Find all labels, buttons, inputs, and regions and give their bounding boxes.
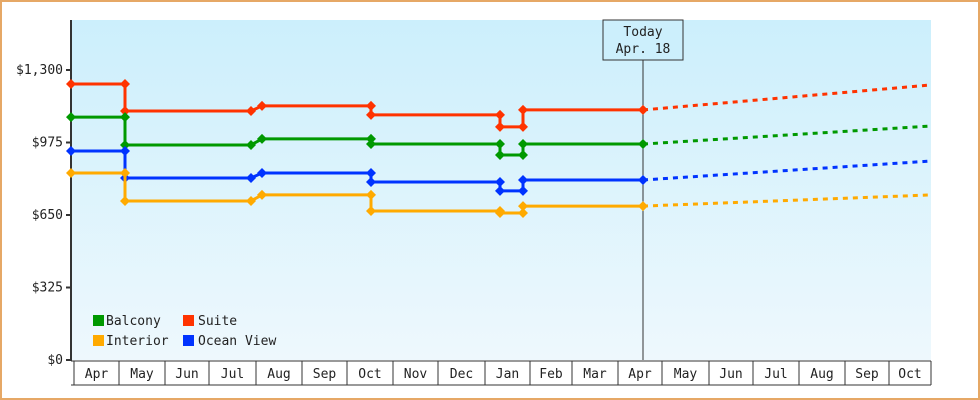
projection-line — [642, 83, 932, 112]
projection-line — [642, 124, 932, 146]
x-tick-label: Jun — [719, 367, 742, 382]
data-point-marker — [366, 109, 376, 120]
projection-line — [642, 193, 932, 208]
data-point-marker — [366, 100, 376, 111]
x-tick-label: Jan — [496, 367, 519, 382]
data-point-marker — [518, 174, 528, 185]
data-point-marker — [120, 79, 130, 90]
data-point-marker — [366, 133, 376, 144]
x-tick-label: Sep — [855, 367, 879, 382]
data-point-marker — [120, 106, 130, 117]
legend-swatch-suite — [183, 315, 194, 326]
x-tick-label: Aug — [267, 367, 290, 382]
data-point-marker — [518, 121, 528, 132]
data-point-marker — [366, 205, 376, 216]
x-tick-label: Nov — [404, 367, 428, 382]
data-point-marker — [366, 189, 376, 200]
legend-label-ocean-view: Ocean View — [198, 334, 276, 349]
x-tick-label: May — [130, 367, 154, 382]
x-tick-label: Jul — [764, 367, 787, 382]
x-tick-label: May — [674, 367, 698, 382]
data-point-marker — [495, 109, 505, 120]
legend-label-balcony: Balcony — [106, 314, 161, 329]
y-tick-label: $650 — [32, 208, 63, 223]
data-point-marker — [66, 112, 76, 123]
today-annotation-box — [602, 19, 684, 61]
x-tick-label: Apr — [85, 367, 109, 382]
data-point-marker — [246, 106, 256, 117]
x-tick-label: Oct — [358, 367, 381, 382]
data-point-marker — [120, 139, 130, 150]
data-point-marker — [257, 133, 267, 144]
data-point-marker — [246, 139, 256, 150]
series-lines — [66, 79, 932, 218]
data-point-marker — [495, 121, 505, 132]
projection-line — [642, 159, 932, 182]
x-tick-label: Jun — [175, 367, 198, 382]
data-point-marker — [257, 100, 267, 111]
legend-swatch-balcony — [93, 315, 104, 326]
data-point-marker — [120, 145, 130, 156]
x-tick-label: Mar — [583, 367, 607, 382]
data-point-marker — [518, 185, 528, 196]
data-point-marker — [495, 207, 505, 218]
x-tick-label: Feb — [539, 367, 563, 382]
x-tick-label: Sep — [313, 367, 337, 382]
x-tick-label: Apr — [628, 367, 652, 382]
data-point-marker — [495, 139, 505, 150]
legend-label-interior: Interior — [106, 334, 169, 349]
legend-swatch-interior — [93, 335, 104, 346]
y-axis-ticks: $0 $325 $650 $975 $1,300 — [16, 63, 71, 368]
today-date: Apr. 18 — [616, 42, 671, 57]
data-point-marker — [518, 149, 528, 160]
y-tick-label: $975 — [32, 136, 63, 151]
data-point-marker — [66, 145, 76, 156]
data-point-marker — [495, 149, 505, 160]
data-point-marker — [366, 176, 376, 187]
y-tick-label: $1,300 — [16, 63, 63, 78]
x-axis-ticks: Apr May Jun Jul Aug Sep Oct Nov Dec Jan Feb Mar Apr M… — [73, 361, 932, 385]
data-point-marker — [66, 168, 76, 179]
data-point-marker — [495, 185, 505, 196]
data-point-marker — [246, 195, 256, 206]
y-tick-label: $325 — [32, 281, 63, 296]
data-point-marker — [120, 195, 130, 206]
data-point-marker — [66, 79, 76, 90]
data-point-marker — [366, 168, 376, 179]
data-point-marker — [257, 189, 267, 200]
x-tick-label: Jul — [221, 367, 244, 382]
data-point-marker — [366, 139, 376, 150]
data-point-marker — [120, 168, 130, 179]
data-point-marker — [518, 139, 528, 150]
data-point-marker — [246, 172, 256, 183]
data-point-marker — [495, 176, 505, 187]
data-point-marker — [518, 207, 528, 218]
today-label: Today — [623, 25, 662, 40]
x-tick-label: Dec — [450, 367, 473, 382]
data-point-marker — [257, 168, 267, 179]
data-point-marker — [120, 112, 130, 123]
legend-label-suite: Suite — [198, 314, 237, 329]
data-point-marker — [518, 201, 528, 212]
x-tick-label: Oct — [898, 367, 921, 382]
legend: Balcony Suite Interior Ocean View — [93, 314, 276, 349]
x-tick-label: Aug — [810, 367, 833, 382]
data-point-marker — [518, 104, 528, 115]
legend-swatch-ocean-view — [183, 335, 194, 346]
y-tick-label: $0 — [47, 353, 63, 368]
